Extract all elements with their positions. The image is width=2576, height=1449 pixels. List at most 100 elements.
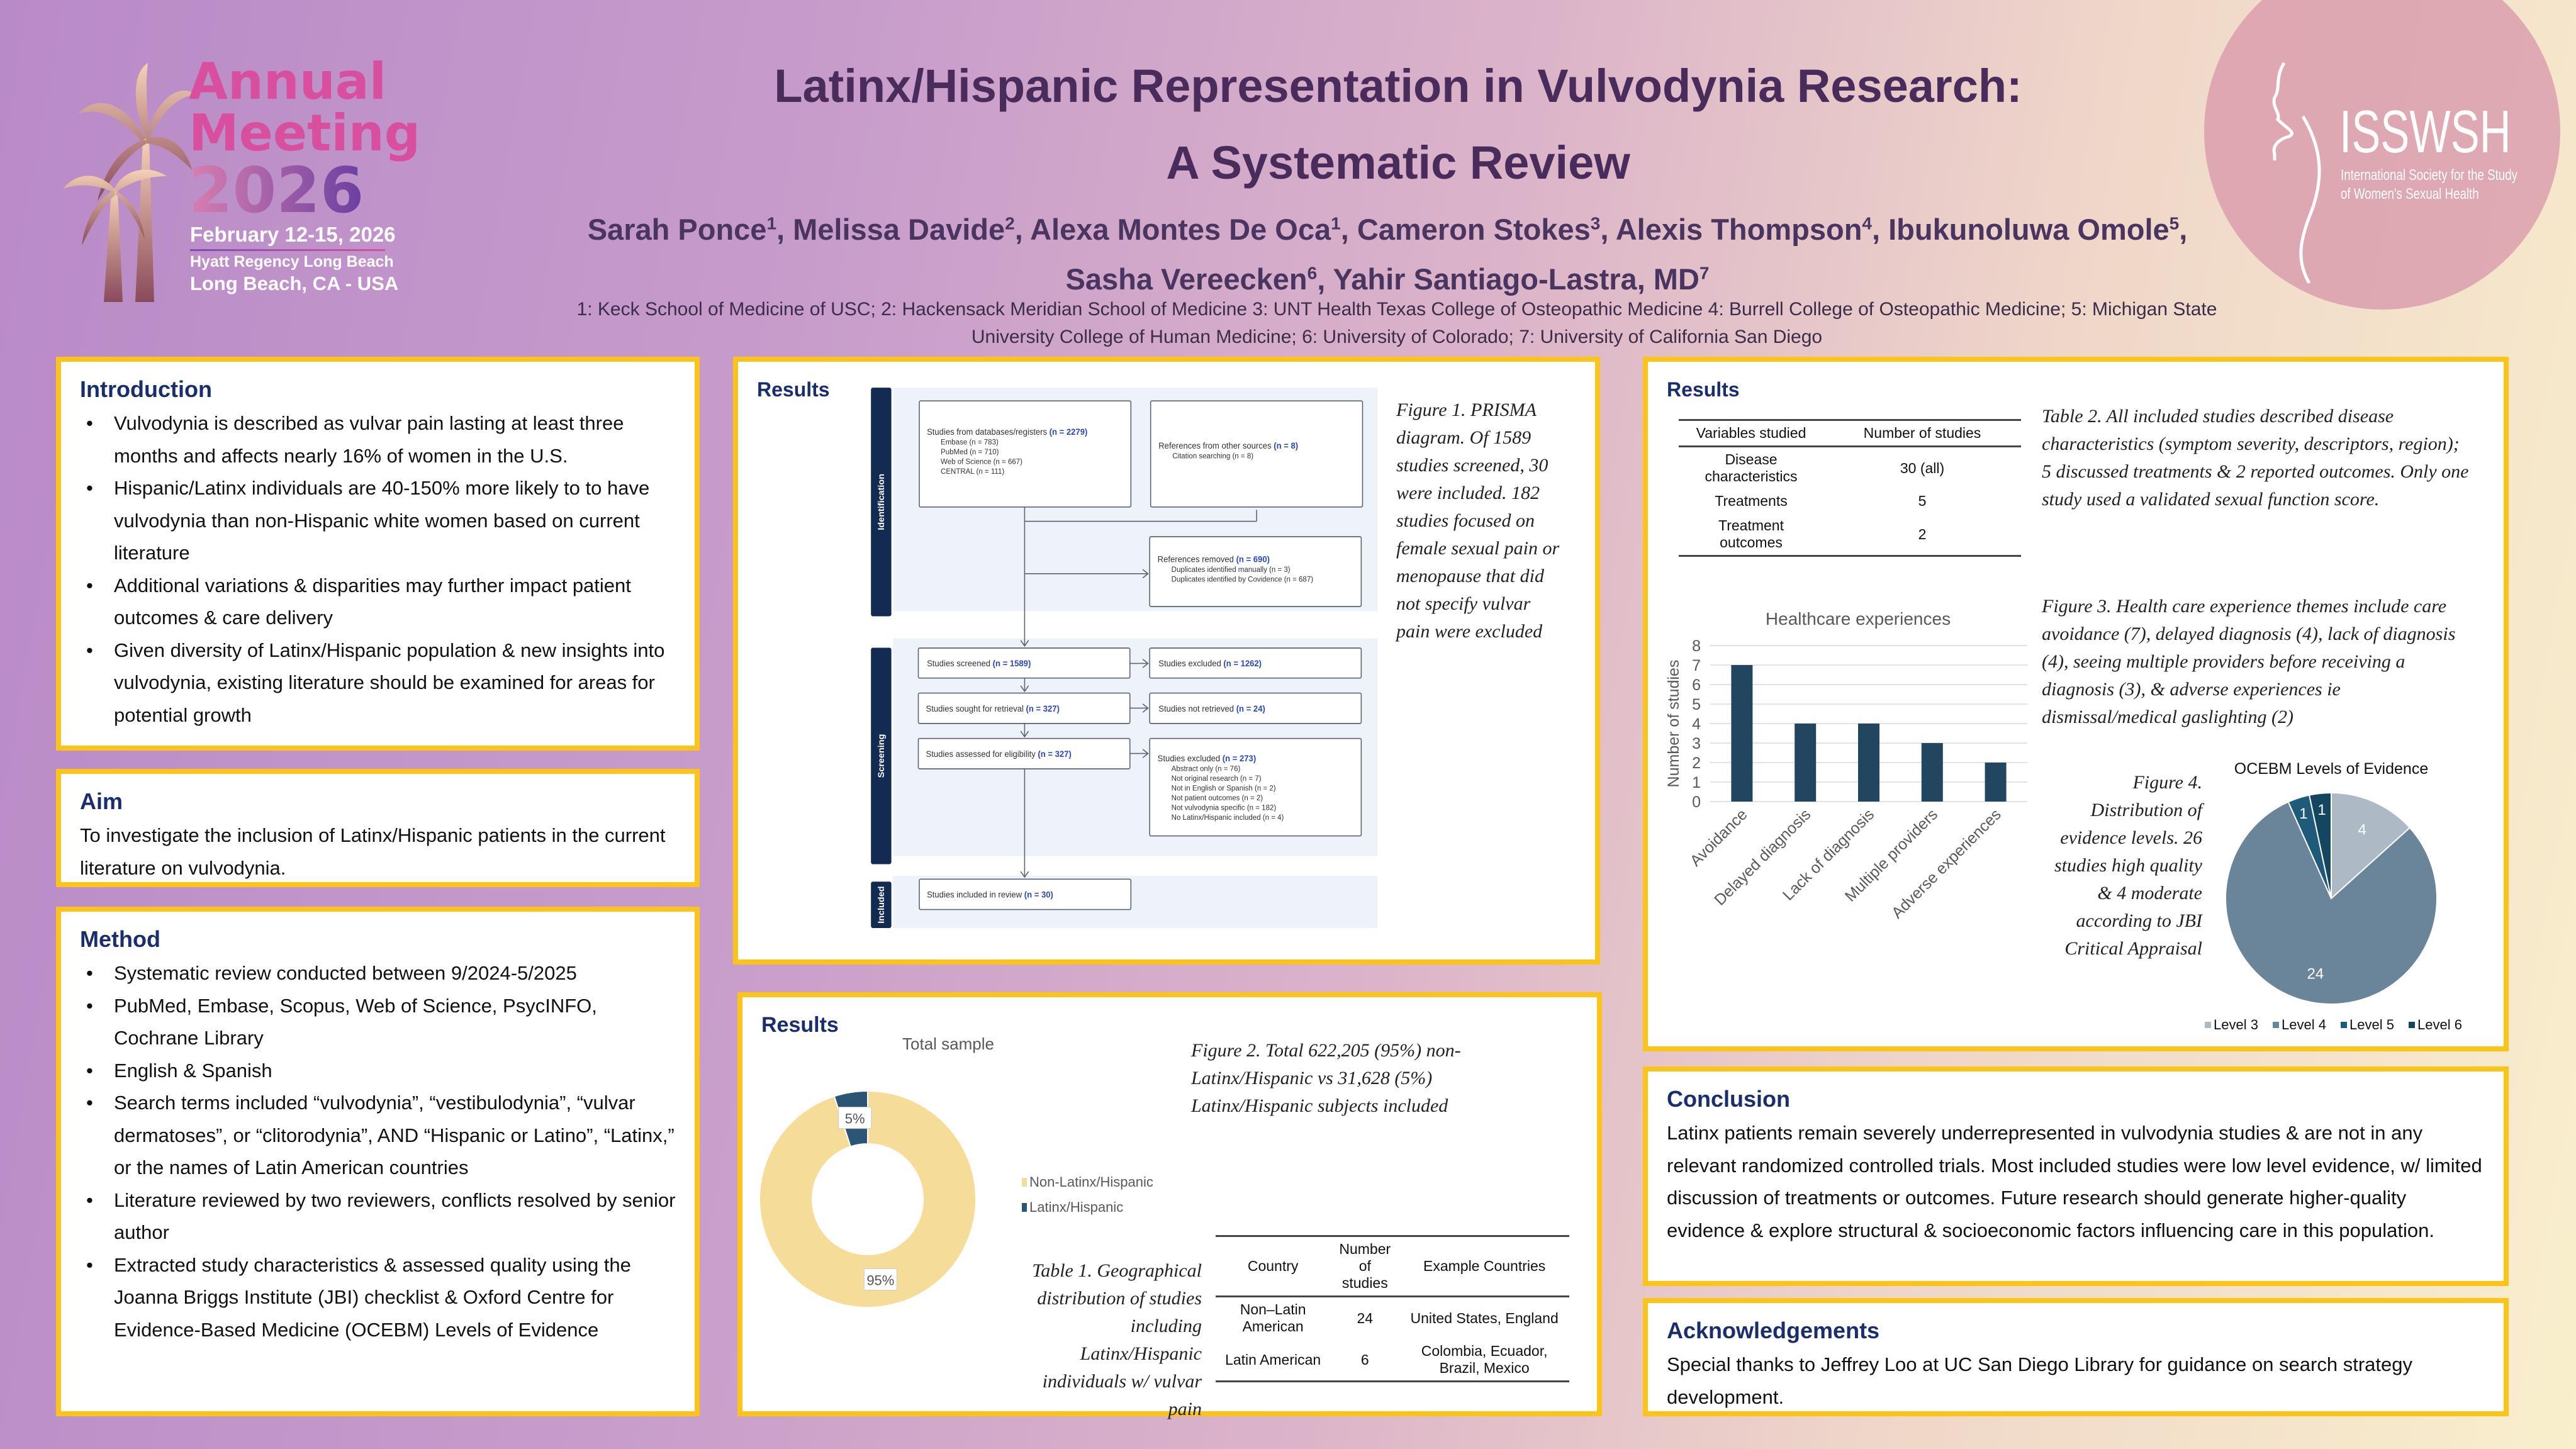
table-cell: Colombia, Ecuador, Brazil, Mexico (1399, 1339, 1569, 1382)
table-header: Country (1216, 1235, 1331, 1297)
author: Melissa Davide2 (793, 212, 1015, 246)
society-logo-backdrop (2204, 0, 2560, 310)
poster-title-line2: A Systematic Review (1166, 137, 1630, 189)
prisma-count: (n = 690) (1236, 554, 1270, 564)
figure3-caption: Figure 3. Health care experience themes … (2042, 596, 2456, 727)
table-header: Number of studies (1823, 419, 2021, 447)
prisma-box-detail: Embase (n = 783) (941, 437, 999, 446)
bullet-item: Extracted study characteristics & assess… (80, 1249, 676, 1346)
table-cell: 30 (all) (1900, 459, 1945, 476)
prisma-count: (n = 273) (1223, 753, 1256, 763)
conference-logo-annual: Annual (189, 52, 387, 111)
author: Alexis Thompson4 (1615, 212, 1872, 246)
aim-heading: Aim (80, 788, 123, 814)
prisma-box-title: Studies not retrieved (n = 24) (1158, 704, 1265, 713)
prisma-box (919, 400, 1132, 508)
society-name-line2: of Women's Sexual Health (2341, 186, 2479, 203)
conference-city: Long Beach, CA - USA (190, 272, 399, 294)
figure2-caption: Figure 2. Total 622,205 (95%) non-Latinx… (1191, 1040, 1461, 1116)
conclusion-panel: Conclusion Latinx patients remain severe… (1643, 1066, 2509, 1286)
bullet-item: Search terms included “vulvodynia”, “ves… (80, 1087, 676, 1184)
table-cell: Non–Latin American (1240, 1301, 1306, 1334)
stage-label-bar (871, 388, 892, 617)
author: Cameron Stokes3 (1357, 212, 1601, 246)
conference-logo-meeting: Meeting (189, 104, 421, 162)
prisma-count: (n = 327) (1026, 704, 1060, 713)
geographic-table: Country Number of studies Example Countrie… (1216, 1235, 1569, 1382)
table-cell: 2 (1823, 513, 2021, 557)
stage-label-bar (871, 881, 892, 928)
table2-caption: Table 2. All included studies described … (2042, 406, 2469, 510)
logo-divider (190, 249, 385, 251)
poster-title-line1: Latinx/Hispanic Representation in Vulvod… (774, 60, 2022, 112)
table-cell: 6 (1330, 1339, 1400, 1382)
results-heading: Results (1667, 378, 1740, 401)
bullet-item: English & Spanish (80, 1055, 676, 1087)
conference-dates: February 12-15, 2026 (190, 223, 396, 246)
results-heading: Results (761, 1013, 839, 1037)
table-cell: 5 (1918, 493, 1927, 509)
prisma-count: (n = 1262) (1223, 659, 1262, 668)
author-affiliation-number: 4 (1862, 213, 1872, 233)
table-header: Number of studies (1330, 1235, 1400, 1297)
method-heading: Method (80, 926, 160, 952)
table-header: Example Countries (1399, 1235, 1569, 1297)
prisma-box-title: References removed (n = 690) (1158, 554, 1270, 564)
arrow-head-icon (1142, 659, 1149, 668)
bullet-item: Vulvodynia is described as vulvar pain l… (80, 407, 676, 472)
method-panel: Method Systematic review conducted betwe… (56, 907, 700, 1416)
figure4-caption: Figure 4. Distribution of evidence level… (2054, 772, 2202, 959)
prisma-box (1149, 692, 1362, 724)
table-row: Treatments 5 (1679, 489, 2021, 513)
prisma-count: (n = 8) (1274, 441, 1298, 450)
arrow-head-icon (1020, 640, 1029, 647)
table-header: Variables studied (1679, 419, 1823, 447)
prisma-box-detail: Duplicates identified manually (n = 3) (1172, 565, 1291, 574)
prisma-box-detail: Abstract only (n = 76) (1172, 764, 1241, 773)
author-list: Sarah Ponce1, Melissa Davide2, Alexa Mon… (587, 212, 2188, 296)
bullet-item: Systematic review conducted between 9/20… (80, 957, 676, 990)
arrow-head-icon (1020, 685, 1029, 693)
prisma-count: (n = 30) (1024, 890, 1053, 899)
prisma-box-title: Studies from databases/registers (n = 22… (927, 427, 1087, 437)
aim-text: To investigate the inclusion of Latinx/H… (80, 824, 666, 879)
arrow-head-icon (1020, 871, 1029, 878)
acknowledgements-panel: Acknowledgements Special thanks to Jeffr… (1643, 1298, 2509, 1416)
author-affiliation-number: 3 (1590, 213, 1601, 233)
palm-tree-logo-icon (60, 63, 198, 308)
table-row: Disease characteristics 30 (all) (1679, 447, 2021, 490)
prisma-count: (n = 2279) (1050, 427, 1088, 437)
author: Yahir Santiago-Lastra, MD7 (1333, 262, 1710, 296)
author-affiliation-number: 5 (2169, 213, 2180, 233)
results-heading: Results (757, 378, 830, 401)
prisma-box-title: Studies included in review (n = 30) (927, 890, 1053, 899)
table-row: Latin American 6 Colombia, Ecuador, Brazil… (1216, 1339, 1569, 1382)
author-affiliation-number: 2 (1005, 213, 1015, 233)
prisma-box-detail: Not patient outcomes (n = 2) (1172, 793, 1263, 802)
introduction-bullets: Vulvodynia is described as vulvar pain l… (80, 407, 676, 731)
bullet-item: Hispanic/Latinx individuals are 40-150% … (80, 472, 676, 569)
bullet-item: Given diversity of Latinx/Hispanic popul… (80, 634, 676, 732)
prisma-count: (n = 1589) (993, 659, 1031, 668)
introduction-heading: Introduction (80, 376, 212, 402)
conclusion-text: Latinx patients remain severely underrep… (1667, 1122, 2482, 1241)
table-cell: Treatment outcomes (1679, 513, 1823, 557)
prisma-box (1150, 400, 1364, 508)
woman-silhouette-icon (2265, 60, 2322, 289)
prisma-diagram: Identification Screening Included Studies f… (871, 388, 1378, 928)
prisma-box-detail: CENTRAL (n = 111) (941, 467, 1004, 476)
affiliations: 1: Keck School of Medicine of USC; 2: Ha… (576, 299, 2217, 347)
prisma-count: (n = 24) (1236, 704, 1265, 713)
society-name-line1: International Society for the Study (2341, 167, 2517, 184)
prisma-count: (n = 327) (1038, 749, 1071, 759)
author: Ibukunoluwa Omole5 (1888, 212, 2180, 246)
bullet-item: Additional variations & disparities may … (80, 569, 676, 634)
stage-label: Identification (876, 474, 886, 530)
society-logo-abbr: ISSWSH (2339, 98, 2511, 165)
prisma-box (919, 878, 1132, 910)
prisma-box-title: Studies sought for retrieval (n = 327) (926, 704, 1060, 713)
prisma-box-detail: Not original research (n = 7) (1172, 774, 1262, 783)
prisma-box-title: Studies screened (n = 1589) (927, 659, 1031, 668)
prisma-box-detail: Citation searching (n = 8) (1172, 451, 1253, 460)
prisma-box-title: Studies excluded (n = 273) (1158, 753, 1257, 763)
